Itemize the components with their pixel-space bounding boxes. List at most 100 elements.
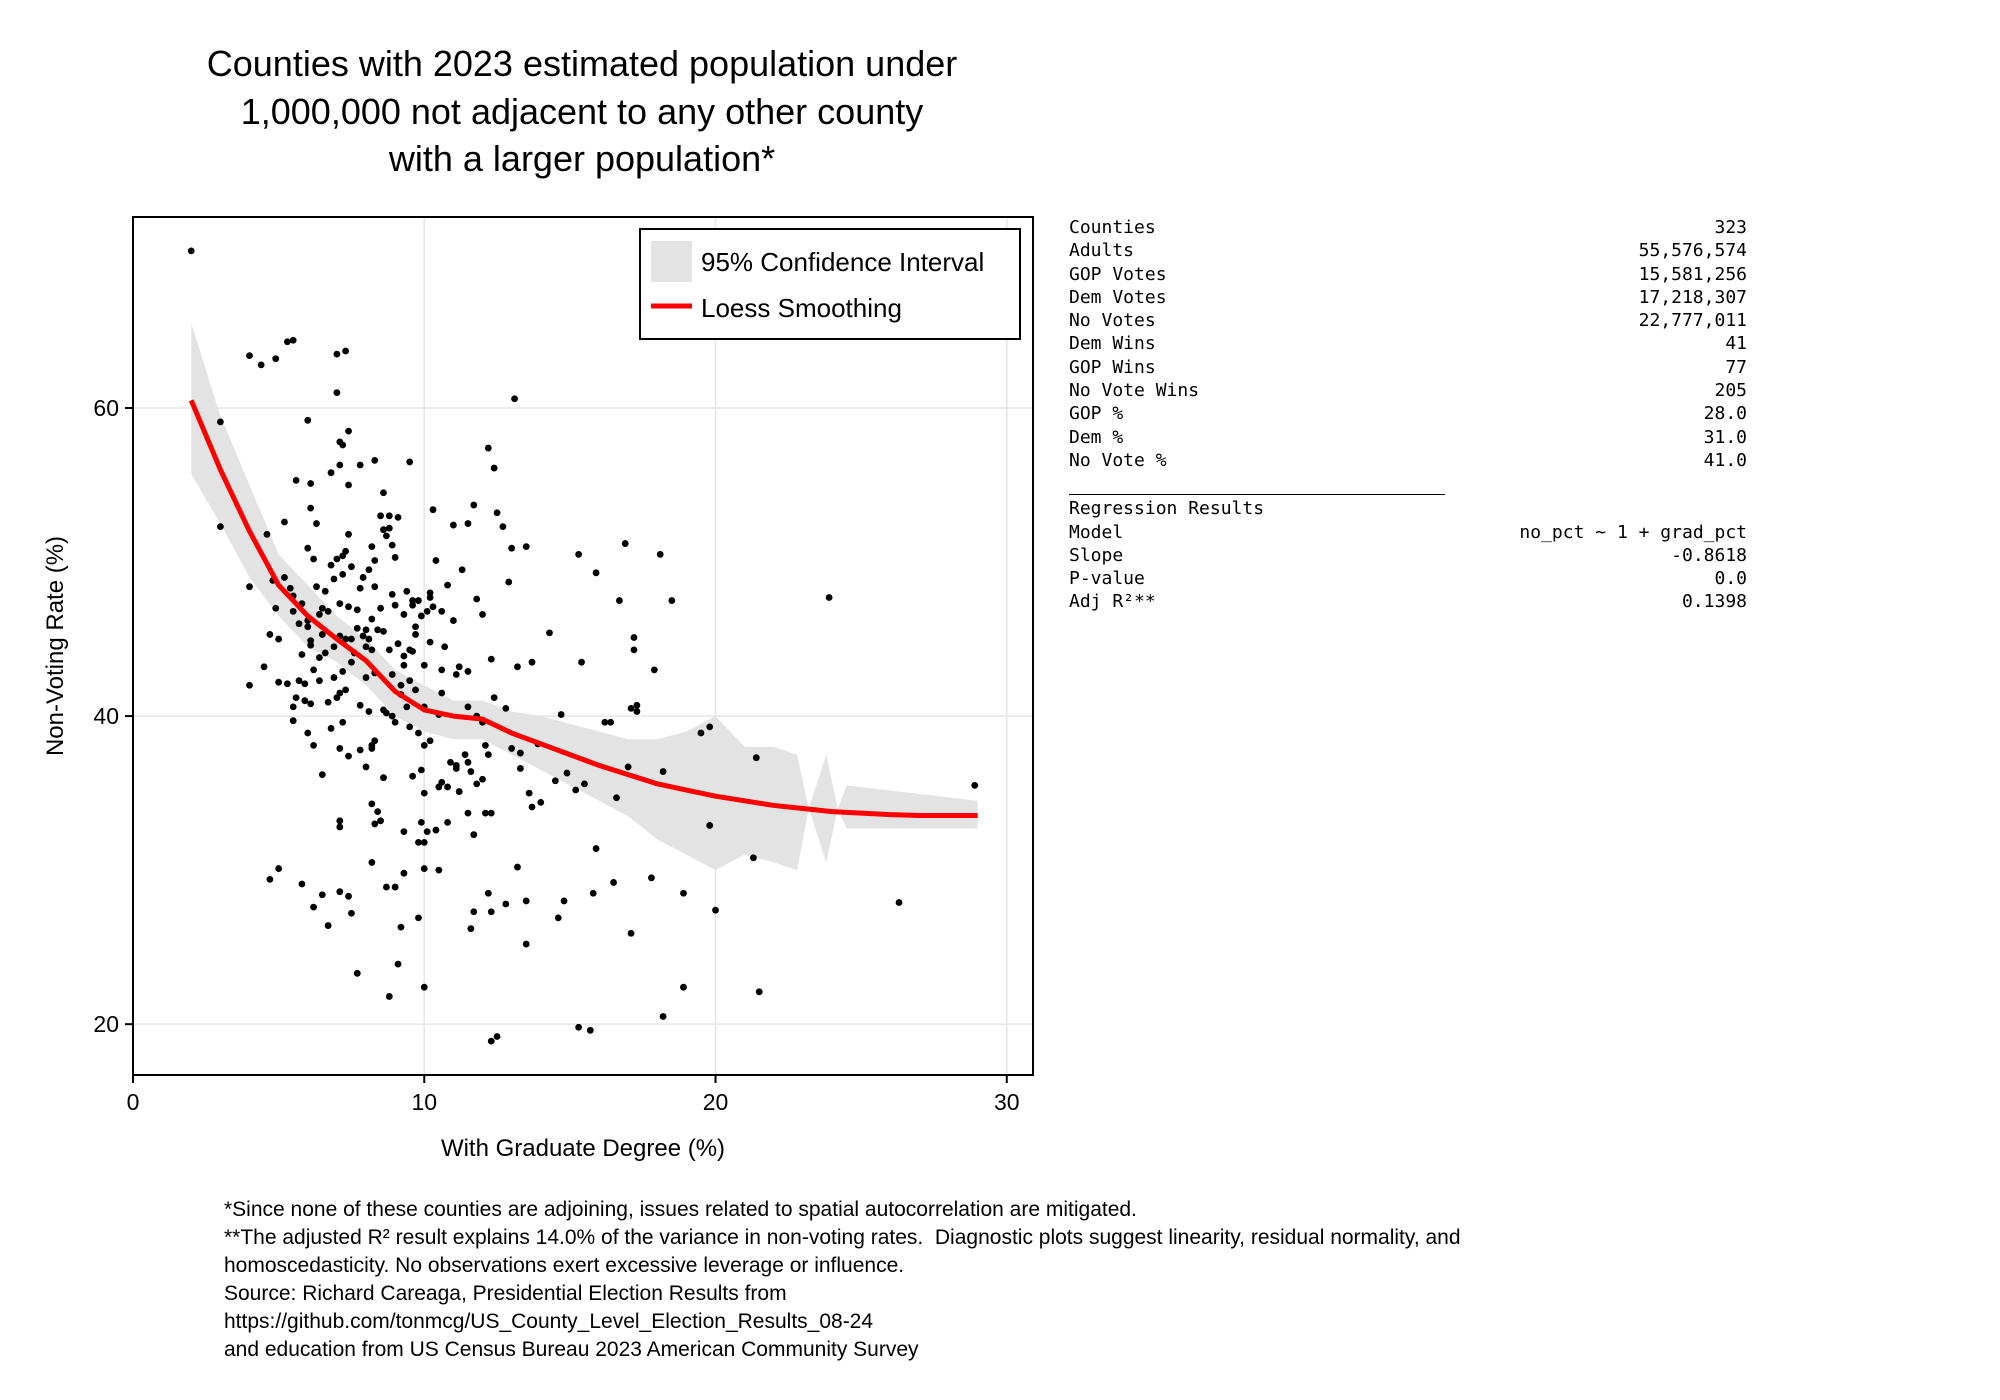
data-point bbox=[275, 678, 283, 686]
data-point bbox=[528, 803, 536, 811]
data-point bbox=[502, 704, 510, 712]
data-point bbox=[313, 583, 320, 591]
data-point bbox=[400, 652, 408, 660]
data-point bbox=[441, 643, 449, 651]
data-point bbox=[420, 839, 428, 846]
loess-group bbox=[188, 399, 978, 818]
data-point bbox=[514, 663, 521, 671]
data-point bbox=[301, 697, 309, 705]
legend: 95% Confidence Interval Loess Smoothing bbox=[639, 228, 1021, 340]
data-point bbox=[438, 607, 446, 615]
data-point bbox=[283, 680, 291, 688]
stats-row: Dem % 31.0 bbox=[1069, 426, 1747, 449]
data-point bbox=[336, 600, 344, 608]
data-point bbox=[298, 880, 306, 888]
data-point bbox=[307, 504, 315, 512]
data-point bbox=[292, 477, 300, 484]
data-point bbox=[406, 723, 414, 731]
data-point bbox=[257, 361, 265, 369]
data-point bbox=[560, 897, 568, 905]
data-point bbox=[362, 643, 370, 651]
data-point bbox=[633, 708, 641, 715]
data-point bbox=[627, 929, 635, 937]
stats-row: No Vote % 41.0 bbox=[1069, 449, 1747, 472]
data-point bbox=[307, 641, 315, 649]
data-point bbox=[554, 914, 562, 922]
stats-value: 0.1398 bbox=[1681, 591, 1747, 613]
data-point bbox=[473, 780, 481, 788]
data-point bbox=[633, 701, 641, 709]
data-point bbox=[385, 646, 393, 654]
data-point bbox=[482, 809, 489, 817]
data-point bbox=[464, 703, 472, 711]
data-point bbox=[712, 906, 719, 914]
data-point bbox=[321, 649, 329, 657]
data-point bbox=[272, 355, 280, 363]
grid bbox=[132, 217, 1033, 1075]
data-point bbox=[374, 808, 382, 815]
data-point bbox=[479, 775, 486, 783]
data-point bbox=[289, 703, 297, 711]
data-point bbox=[330, 643, 338, 651]
stats-row: GOP Votes 15,581,256 bbox=[1069, 263, 1747, 286]
data-point bbox=[292, 694, 300, 702]
data-point bbox=[400, 828, 408, 836]
stats-value: 41.0 bbox=[1703, 449, 1747, 471]
data-point bbox=[327, 561, 335, 569]
data-point bbox=[668, 597, 676, 604]
data-point bbox=[420, 741, 428, 749]
stats-value: 205 bbox=[1714, 380, 1747, 402]
data-point bbox=[374, 626, 382, 634]
title-line-3: with a larger population* bbox=[388, 138, 775, 179]
y-axis-label: Non-Voting Rate (%) bbox=[42, 536, 69, 756]
data-point bbox=[455, 788, 463, 795]
data-point bbox=[444, 581, 451, 589]
data-point bbox=[417, 818, 425, 826]
data-point bbox=[680, 983, 687, 991]
data-point bbox=[467, 925, 475, 933]
legend-box bbox=[639, 228, 1021, 340]
data-point bbox=[484, 751, 492, 758]
data-point bbox=[557, 711, 565, 718]
data-point bbox=[345, 481, 352, 489]
data-point bbox=[342, 686, 350, 694]
stats-label: Model bbox=[1069, 521, 1124, 543]
data-point bbox=[304, 544, 312, 552]
data-point bbox=[589, 889, 597, 897]
data-point bbox=[380, 627, 387, 635]
data-point bbox=[484, 444, 492, 452]
data-point bbox=[313, 520, 320, 527]
data-point bbox=[601, 718, 609, 726]
data-point bbox=[310, 903, 317, 911]
data-point bbox=[508, 544, 516, 552]
data-point bbox=[336, 461, 344, 469]
x-tick-label: 30 bbox=[994, 1089, 1020, 1115]
data-point bbox=[368, 615, 376, 623]
stats-value: 22,777,011 bbox=[1638, 310, 1747, 332]
data-point bbox=[487, 1037, 495, 1045]
stats-value: 31.0 bbox=[1703, 426, 1747, 448]
data-point bbox=[266, 631, 274, 638]
data-point bbox=[607, 718, 615, 726]
x-tick-label: 10 bbox=[411, 1089, 437, 1115]
data-point bbox=[324, 922, 332, 929]
data-point bbox=[289, 607, 297, 615]
data-point bbox=[289, 717, 297, 725]
data-point bbox=[260, 663, 268, 671]
data-point bbox=[324, 698, 332, 706]
data-point bbox=[397, 681, 405, 689]
footnote-line: Source: Richard Careaga, Presidential El… bbox=[224, 1282, 787, 1305]
data-point bbox=[330, 575, 338, 583]
data-point bbox=[385, 524, 393, 532]
stats-value: 55,576,574 bbox=[1638, 240, 1747, 262]
data-point bbox=[420, 865, 428, 872]
x-tick-label: 20 bbox=[703, 1089, 729, 1115]
data-point bbox=[479, 611, 486, 618]
data-point bbox=[659, 1013, 667, 1020]
data-point bbox=[345, 427, 352, 435]
data-point bbox=[348, 635, 355, 643]
data-point bbox=[610, 879, 617, 886]
data-point bbox=[455, 663, 463, 671]
stats-label: GOP % bbox=[1069, 403, 1124, 425]
data-point bbox=[353, 969, 361, 977]
